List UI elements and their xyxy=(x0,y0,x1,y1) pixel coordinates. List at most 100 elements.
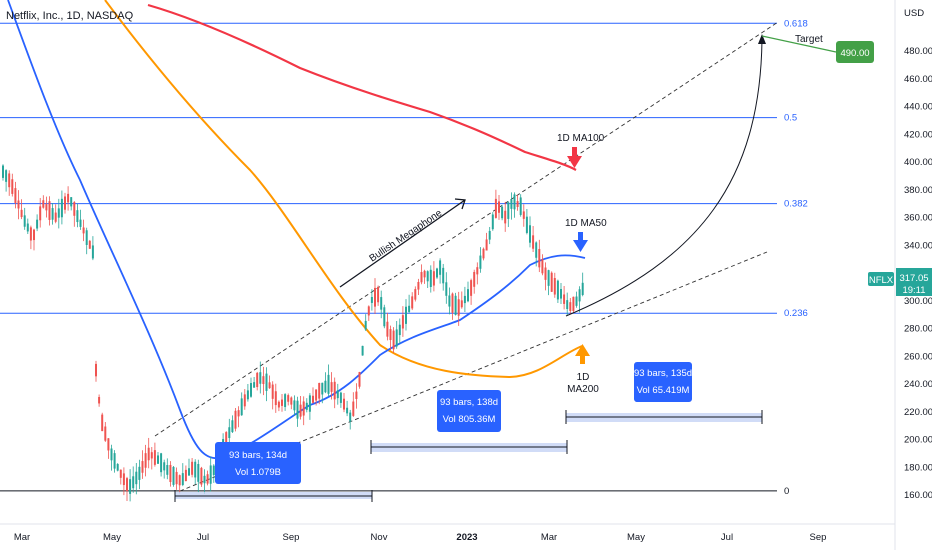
candle[interactable] xyxy=(138,459,141,490)
measure-range-1[interactable] xyxy=(174,490,373,502)
candle[interactable] xyxy=(429,265,432,293)
candle[interactable] xyxy=(401,306,404,337)
candle[interactable] xyxy=(113,450,116,473)
candle[interactable] xyxy=(293,395,296,417)
candle[interactable] xyxy=(377,285,380,306)
candle[interactable] xyxy=(336,383,339,405)
candle[interactable] xyxy=(529,216,531,248)
candle[interactable] xyxy=(426,270,429,289)
candle[interactable] xyxy=(274,383,277,413)
x-axis[interactable]: Mar May Jul Sep Nov 2023 Mar May Jul Sep xyxy=(14,532,827,543)
candle[interactable] xyxy=(343,392,345,413)
candle[interactable] xyxy=(39,197,42,228)
candle[interactable] xyxy=(417,278,420,295)
candle[interactable] xyxy=(432,261,435,292)
candle[interactable] xyxy=(73,201,76,227)
candle[interactable] xyxy=(98,394,101,407)
candle[interactable] xyxy=(57,198,60,229)
candle[interactable] xyxy=(352,392,355,417)
candle[interactable] xyxy=(566,292,569,316)
candle[interactable] xyxy=(107,438,110,459)
candle[interactable] xyxy=(479,247,482,273)
candle[interactable] xyxy=(516,194,519,211)
candle[interactable] xyxy=(281,394,283,412)
candle[interactable] xyxy=(160,452,163,477)
candle[interactable] xyxy=(8,170,11,196)
candle[interactable] xyxy=(29,225,32,250)
ma50-line[interactable] xyxy=(7,0,586,460)
candle[interactable] xyxy=(470,278,473,305)
candle[interactable] xyxy=(157,451,159,465)
candle[interactable] xyxy=(544,262,547,291)
candle[interactable] xyxy=(197,459,200,493)
candle[interactable] xyxy=(296,396,299,427)
candle[interactable] xyxy=(547,269,550,296)
candle[interactable] xyxy=(33,228,35,251)
candle[interactable] xyxy=(380,290,383,319)
candle[interactable] xyxy=(2,164,4,181)
candle[interactable] xyxy=(163,459,166,479)
candle[interactable] xyxy=(454,292,457,316)
candle[interactable] xyxy=(85,227,88,255)
candle[interactable] xyxy=(358,371,361,389)
candle[interactable] xyxy=(110,444,113,471)
candle[interactable] xyxy=(436,267,438,279)
measure-range-3[interactable] xyxy=(565,410,763,424)
candle[interactable] xyxy=(485,232,488,251)
candle[interactable] xyxy=(302,396,305,426)
candle[interactable] xyxy=(191,457,194,478)
candle[interactable] xyxy=(448,287,451,315)
candle[interactable] xyxy=(259,361,262,394)
candle[interactable] xyxy=(488,226,491,245)
candle[interactable] xyxy=(147,437,150,469)
candle[interactable] xyxy=(212,464,215,483)
candle[interactable] xyxy=(119,469,122,485)
candle[interactable] xyxy=(321,382,324,404)
candle[interactable] xyxy=(91,236,94,261)
candle[interactable] xyxy=(339,391,342,408)
candle[interactable] xyxy=(463,286,466,313)
candle[interactable] xyxy=(445,272,448,304)
candle[interactable] xyxy=(122,467,125,496)
candle[interactable] xyxy=(476,262,479,285)
candle[interactable] xyxy=(126,476,128,502)
candle[interactable] xyxy=(519,194,522,217)
candle[interactable] xyxy=(408,294,411,314)
candle[interactable] xyxy=(315,389,318,406)
candle[interactable] xyxy=(525,209,528,235)
candle[interactable] xyxy=(333,377,336,409)
candle[interactable] xyxy=(318,382,321,405)
candle[interactable] xyxy=(88,239,91,249)
candle[interactable] xyxy=(308,393,311,420)
candle[interactable] xyxy=(271,381,274,410)
candle[interactable] xyxy=(299,395,302,420)
measure-box-3[interactable]: 93 bars, 135d Vol 65.419M xyxy=(634,362,692,402)
candle[interactable] xyxy=(482,247,485,261)
candle[interactable] xyxy=(51,203,54,225)
candle[interactable] xyxy=(240,392,243,416)
candle[interactable] xyxy=(553,272,556,298)
plot-area[interactable]: 0.618 0.5 0.382 0.236 0 Target 490.00 Bullis… xyxy=(0,0,874,502)
ma100-line[interactable] xyxy=(147,3,577,171)
candle[interactable] xyxy=(60,190,63,225)
candle[interactable] xyxy=(265,367,268,402)
candle[interactable] xyxy=(67,186,70,211)
candle[interactable] xyxy=(460,291,463,309)
candle[interactable] xyxy=(268,375,271,389)
candle[interactable] xyxy=(374,278,376,315)
measure-box-1[interactable]: 93 bars, 134d Vol 1.079B xyxy=(215,442,301,484)
candle[interactable] xyxy=(473,269,476,294)
candle[interactable] xyxy=(141,450,144,479)
candle[interactable] xyxy=(494,189,497,219)
candle[interactable] xyxy=(389,325,392,351)
megaphone-arrow[interactable] xyxy=(339,199,466,288)
candle[interactable] xyxy=(169,461,172,487)
candle[interactable] xyxy=(330,372,333,400)
candle[interactable] xyxy=(423,269,426,284)
candle[interactable] xyxy=(346,400,349,417)
candle[interactable] xyxy=(414,286,417,302)
candle[interactable] xyxy=(327,364,330,397)
candle[interactable] xyxy=(442,263,445,291)
candle[interactable] xyxy=(14,181,17,209)
